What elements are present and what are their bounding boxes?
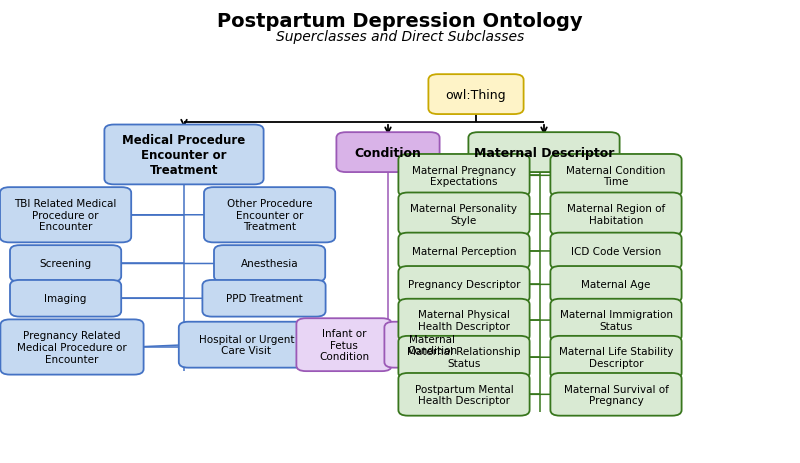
Text: Imaging: Imaging xyxy=(45,294,86,304)
FancyBboxPatch shape xyxy=(385,322,480,368)
FancyBboxPatch shape xyxy=(398,373,530,416)
Text: Postpartum Depression Ontology: Postpartum Depression Ontology xyxy=(217,12,583,31)
FancyBboxPatch shape xyxy=(202,280,326,317)
FancyBboxPatch shape xyxy=(0,319,144,375)
Text: Anesthesia: Anesthesia xyxy=(241,259,298,269)
Text: PPD Treatment: PPD Treatment xyxy=(226,294,302,304)
Text: ICD Code Version: ICD Code Version xyxy=(571,246,661,257)
Text: Maternal Life Stability
Descriptor: Maternal Life Stability Descriptor xyxy=(559,347,673,368)
FancyBboxPatch shape xyxy=(398,299,530,342)
FancyBboxPatch shape xyxy=(429,75,524,115)
Text: Maternal Survival of
Pregnancy: Maternal Survival of Pregnancy xyxy=(563,384,669,405)
FancyBboxPatch shape xyxy=(550,299,682,342)
Text: Maternal Condition
Time: Maternal Condition Time xyxy=(566,165,666,187)
Text: owl:Thing: owl:Thing xyxy=(446,88,506,101)
FancyBboxPatch shape xyxy=(398,336,530,379)
Text: Maternal Personality
Style: Maternal Personality Style xyxy=(410,204,518,225)
Text: Maternal Region of
Habitation: Maternal Region of Habitation xyxy=(567,204,665,225)
Text: Maternal
Condition: Maternal Condition xyxy=(407,334,457,356)
Text: Pregnancy Descriptor: Pregnancy Descriptor xyxy=(408,280,520,290)
FancyBboxPatch shape xyxy=(550,267,682,303)
Text: Infant or
Fetus
Condition: Infant or Fetus Condition xyxy=(319,328,369,362)
Text: Condition: Condition xyxy=(354,146,422,159)
Text: Maternal Perception: Maternal Perception xyxy=(412,246,516,257)
Text: Superclasses and Direct Subclasses: Superclasses and Direct Subclasses xyxy=(276,30,524,44)
FancyBboxPatch shape xyxy=(550,233,682,269)
Text: Medical Procedure
Encounter or
Treatment: Medical Procedure Encounter or Treatment xyxy=(122,134,246,176)
FancyBboxPatch shape xyxy=(550,336,682,379)
FancyBboxPatch shape xyxy=(398,233,530,269)
Text: Hospital or Urgent
Care Visit: Hospital or Urgent Care Visit xyxy=(198,334,294,356)
FancyBboxPatch shape xyxy=(214,245,326,282)
Text: Other Procedure
Encounter or
Treatment: Other Procedure Encounter or Treatment xyxy=(227,199,312,232)
Text: Postpartum Mental
Health Descriptor: Postpartum Mental Health Descriptor xyxy=(414,384,514,405)
FancyBboxPatch shape xyxy=(178,322,314,368)
FancyBboxPatch shape xyxy=(10,245,122,282)
FancyBboxPatch shape xyxy=(10,280,122,317)
Text: Maternal Descriptor: Maternal Descriptor xyxy=(474,146,614,159)
FancyBboxPatch shape xyxy=(398,193,530,236)
FancyBboxPatch shape xyxy=(469,133,620,173)
Text: Maternal Age: Maternal Age xyxy=(582,280,650,290)
Text: Maternal Physical
Health Descriptor: Maternal Physical Health Descriptor xyxy=(418,310,510,331)
FancyBboxPatch shape xyxy=(104,125,264,185)
FancyBboxPatch shape xyxy=(550,373,682,416)
FancyBboxPatch shape xyxy=(398,155,530,197)
Text: Maternal Relationship
Status: Maternal Relationship Status xyxy=(407,347,521,368)
FancyBboxPatch shape xyxy=(204,188,335,243)
FancyBboxPatch shape xyxy=(0,188,131,243)
FancyBboxPatch shape xyxy=(336,133,440,173)
Text: Maternal Immigration
Status: Maternal Immigration Status xyxy=(559,310,673,331)
FancyBboxPatch shape xyxy=(398,267,530,303)
FancyBboxPatch shape xyxy=(550,155,682,197)
Text: TBI Related Medical
Procedure or
Encounter: TBI Related Medical Procedure or Encount… xyxy=(14,199,117,232)
FancyBboxPatch shape xyxy=(550,193,682,236)
Text: Pregnancy Related
Medical Procedure or
Encounter: Pregnancy Related Medical Procedure or E… xyxy=(17,331,127,364)
FancyBboxPatch shape xyxy=(296,319,392,371)
Text: Maternal Pregnancy
Expectations: Maternal Pregnancy Expectations xyxy=(412,165,516,187)
Text: Screening: Screening xyxy=(39,259,92,269)
